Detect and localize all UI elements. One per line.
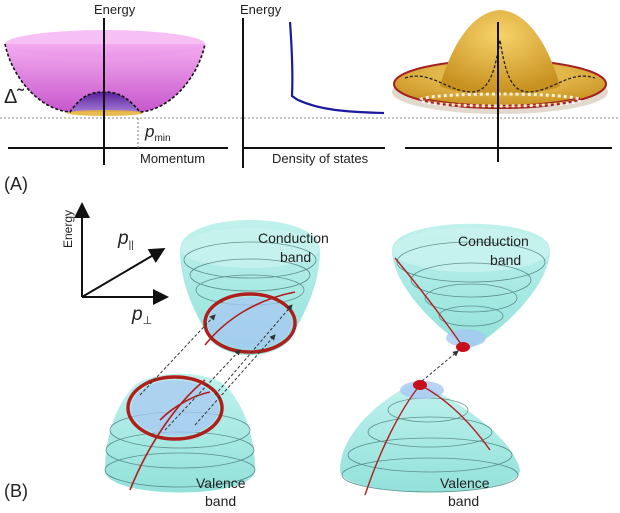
- energy-label-left: Energy: [94, 2, 136, 17]
- energy-axis-label-b: Energy: [61, 210, 75, 248]
- energy-label-middle: Energy: [240, 2, 282, 17]
- left-valence-ring: [126, 375, 224, 441]
- right-conduction-label-1: Conduction: [458, 233, 529, 249]
- sombrero-3d: [392, 10, 608, 114]
- density-label: Density of states: [272, 151, 369, 166]
- right-conduction-label-2: band: [490, 252, 521, 268]
- right-valence-cone: Valence band: [340, 380, 520, 509]
- panel-b: (B) Energy p|| p⊥ Conduction band: [4, 202, 550, 509]
- panel-a: Energy Δ̃ pmin Momentum (A) Energy Densi…: [0, 2, 620, 194]
- right-transition-arrow: [421, 350, 459, 382]
- left-valence-label-1: Valence: [196, 475, 246, 491]
- panel-b-label: (B): [4, 481, 28, 501]
- left-valence-cone: Valence band: [104, 373, 256, 509]
- axis-triad: Energy p|| p⊥: [61, 202, 169, 327]
- left-conduction-label-2: band: [280, 249, 311, 265]
- right-conduction-cone: Conduction band: [392, 223, 550, 352]
- p-min-label: pmin: [144, 122, 171, 144]
- p-parallel-label: p||: [117, 228, 134, 251]
- panel-a-label: (A): [4, 174, 28, 194]
- left-conduction-cone: Conduction band: [180, 220, 329, 355]
- left-conduction-label-1: Conduction: [258, 230, 329, 246]
- delta-symbol: Δ̃: [4, 86, 24, 108]
- right-valence-label-1: Valence: [440, 475, 490, 491]
- momentum-label: Momentum: [140, 151, 205, 166]
- left-transition-arrows: [139, 304, 293, 431]
- density-of-states-curve: [288, 21, 385, 115]
- left-valence-label-2: band: [205, 493, 236, 509]
- p-perp-label: p⊥: [131, 304, 152, 327]
- right-valence-label-2: band: [448, 493, 479, 509]
- left-conduction-ring: [203, 292, 297, 354]
